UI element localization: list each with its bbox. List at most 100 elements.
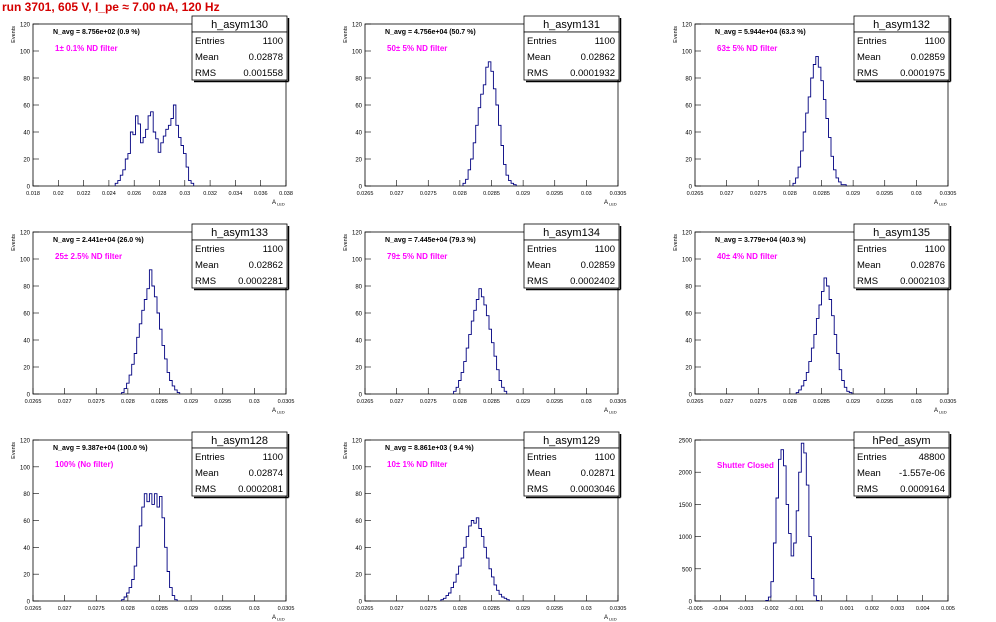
stats-value: 1100	[925, 244, 945, 255]
y-tick-label: 80	[685, 285, 692, 291]
histogram-name: h_asym128	[211, 435, 268, 447]
y-axis-label: Events	[673, 26, 679, 43]
x-tick-label: 0.0285	[151, 399, 168, 405]
filter-label: Shutter Closed	[717, 461, 774, 470]
x-tick-label: -0.003	[738, 606, 754, 612]
stats-label: RMS	[857, 68, 878, 79]
x-tick-label: 0.0285	[151, 606, 168, 612]
filter-label: 1± 0.1% ND filter	[55, 44, 118, 53]
stats-label: Mean	[527, 52, 551, 63]
x-tick-label: -0.004	[712, 606, 728, 612]
x-tick-label: 0.036	[254, 191, 268, 197]
x-tick-label: 0.0285	[483, 191, 500, 197]
x-tick-label: 0.028	[121, 606, 135, 612]
navg-label: N_avg = 5.944e+04 (63.3 %)	[715, 29, 806, 36]
stats-label: Entries	[195, 36, 225, 47]
stats-box	[853, 31, 950, 81]
stats-value: 1100	[595, 36, 615, 47]
x-tick-label: 0.028	[783, 399, 797, 405]
stats-label: Mean	[195, 52, 219, 63]
stats-label: Mean	[195, 468, 219, 479]
x-tick-label: 0.029	[184, 606, 198, 612]
x-tick-label: 0.03	[249, 399, 260, 405]
filter-label: 25± 2.5% ND filter	[55, 252, 122, 261]
y-tick-label: 60	[23, 104, 30, 110]
histogram-h_asym128	[121, 493, 178, 601]
stats-value: 1100	[263, 452, 283, 463]
y-tick-label: 100	[352, 465, 363, 471]
histogram-name: hPed_asym	[872, 435, 930, 447]
x-tick-label: 0.027	[720, 399, 734, 405]
navg-label: N_avg = 9.387e+04 (100.0 %)	[53, 445, 148, 452]
stats-label: Entries	[527, 452, 557, 463]
x-tick-label: 0.024	[102, 191, 116, 197]
y-tick-label: 0	[359, 393, 363, 399]
x-tick-label: 0.0265	[357, 606, 374, 612]
y-tick-label: 60	[685, 104, 692, 110]
x-tick-label: 0.0305	[940, 399, 957, 405]
y-tick-label: 20	[23, 366, 30, 372]
x-tick-label: 0.0275	[420, 606, 437, 612]
stats-value: 0.0002103	[900, 276, 945, 287]
stats-value: 0.02871	[581, 468, 615, 479]
y-tick-label: 20	[355, 366, 362, 372]
stats-box	[191, 447, 288, 497]
x-tick-label: 0.029	[846, 191, 860, 197]
y-tick-label: 20	[355, 158, 362, 164]
x-axis-label: ALED	[272, 615, 285, 622]
stats-label: Entries	[195, 452, 225, 463]
navg-label: N_avg = 7.445e+04 (79.3 %)	[385, 237, 476, 244]
stats-value: 1100	[263, 244, 283, 255]
x-tick-label: 0.028	[453, 606, 467, 612]
panel-h_asym134: 0 20 40 60 80 100 120 0.0265 0.027 0.0275 0.028 0.0…	[343, 223, 626, 415]
filter-label: 40± 4% ND filter	[717, 252, 777, 261]
x-tick-label: 0.003	[891, 606, 905, 612]
y-tick-label: 40	[685, 339, 692, 345]
y-axis-label: Events	[11, 234, 17, 251]
y-tick-label: 20	[685, 158, 692, 164]
stats-value: 0.0002402	[570, 276, 615, 287]
x-tick-label: 0.0265	[687, 399, 704, 405]
stats-label: RMS	[857, 484, 878, 495]
x-axis-label: ALED	[272, 408, 285, 415]
y-tick-label: 100	[20, 465, 31, 471]
stats-box	[523, 239, 620, 289]
stats-value: 0.0002281	[238, 276, 283, 287]
navg-label: N_avg = 8.756e+02 (0.9 %)	[53, 29, 140, 36]
stats-value: 1100	[595, 244, 615, 255]
stats-value: 0.02862	[581, 52, 615, 63]
x-tick-label: 0.0295	[546, 606, 563, 612]
y-tick-label: 2000	[679, 471, 693, 477]
histogram-name: h_asym130	[211, 19, 268, 31]
y-tick-label: 80	[23, 492, 30, 498]
x-tick-label: 0.028	[453, 191, 467, 197]
y-tick-label: 60	[23, 312, 30, 318]
x-tick-label: 0.028	[121, 399, 135, 405]
y-tick-label: 120	[352, 231, 363, 237]
x-tick-label: -0.002	[763, 606, 779, 612]
stats-label: Mean	[857, 52, 881, 63]
y-tick-label: 20	[685, 366, 692, 372]
filter-label: 10± 1% ND filter	[387, 460, 447, 469]
y-tick-label: 100	[682, 50, 693, 56]
x-tick-label: 0.0265	[357, 399, 374, 405]
histogram-name: h_asym135	[873, 227, 930, 239]
y-tick-label: 80	[685, 77, 692, 83]
x-tick-label: 0.0305	[940, 191, 957, 197]
x-tick-label: 0.027	[58, 606, 72, 612]
histogram-name: h_asym129	[543, 435, 600, 447]
histogram-h_asym133	[121, 269, 181, 394]
y-tick-label: 0	[359, 185, 363, 191]
y-tick-label: 0	[27, 600, 31, 606]
x-tick-label: 0.029	[516, 191, 530, 197]
stats-label: RMS	[857, 276, 878, 287]
x-tick-label: 0.0305	[610, 191, 627, 197]
stats-label: Entries	[195, 244, 225, 255]
y-tick-label: 60	[355, 519, 362, 525]
x-tick-label: 0.0285	[813, 191, 830, 197]
x-tick-label: 0.028	[783, 191, 797, 197]
x-axis-label: ALED	[934, 408, 947, 415]
panel-hPed_asym: 0 500 1000 1500 2000 2500 -0.005 -0.004 -0.003 -0…	[679, 431, 955, 612]
stats-value: 1100	[595, 452, 615, 463]
